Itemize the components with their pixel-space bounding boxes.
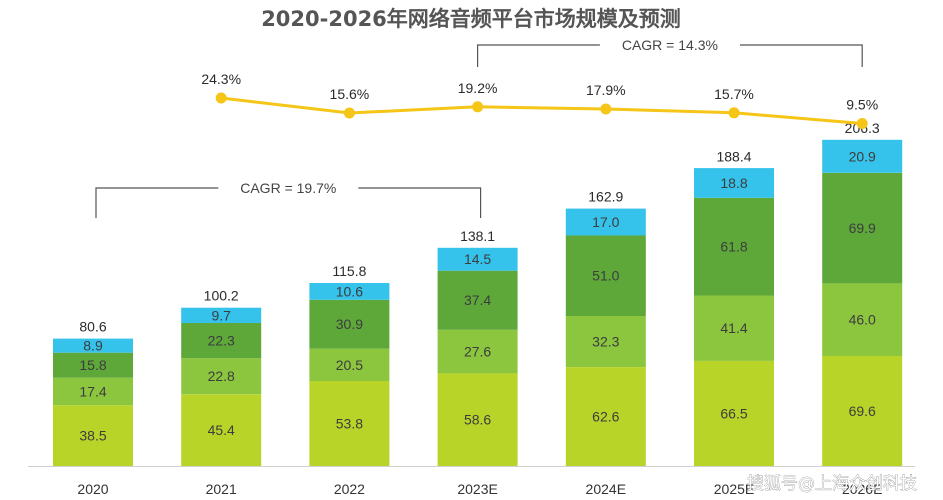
growth-label-2021: 24.3% [201,71,241,87]
value-label-2023E-segment-1: 58.6 [464,412,491,428]
value-label-2024E-segment-3: 51.0 [592,268,619,284]
value-label-2026E-segment-2: 46.0 [849,312,876,328]
x-axis: 2020 2021 2022 2023E 2024E 2025E 2026E [28,466,915,497]
growth-point-2022 [343,107,355,119]
value-label-2020-segment-4: 8.9 [83,338,103,354]
value-label-2020-segment-1: 38.5 [79,428,106,444]
bar-2024E-segment-4 [565,208,646,236]
bar-2020-segment-3 [53,352,133,378]
growth-point-2021 [215,92,227,104]
value-label-2021-segment-2: 22.8 [208,368,235,384]
bar-2021-segment-4 [181,307,262,323]
x-tick-label-2023E: 2023E [457,481,497,497]
bar-2023E-segment-2 [437,329,518,374]
growth-label-2022: 15.6% [330,86,370,102]
value-label-2023E-segment-3: 37.4 [464,292,491,308]
value-label-2025E-segment-4: 18.8 [720,175,747,191]
value-label-2024E-segment-4: 17.0 [592,214,619,230]
bar-2022-segment-1 [309,381,390,466]
x-tick-label-2026E: 2026E [842,481,882,497]
value-label-2024E-segment-2: 32.3 [592,334,619,350]
value-label-2026E-segment-3: 69.9 [849,220,876,236]
value-label-2026E-segment-4: 20.9 [849,148,876,164]
x-tick-label-2020: 2020 [77,481,108,497]
bar-2020-segment-2 [53,377,133,406]
value-label-2023E-segment-2: 27.6 [464,344,491,360]
bar-2023E-segment-4 [437,247,518,271]
bar-2024E-segment-1 [565,367,646,466]
value-label-2025E-segment-3: 61.8 [720,239,747,255]
value-label-2021-segment-1: 45.4 [208,422,235,438]
bar-2025E-segment-1 [694,360,774,466]
bar-2023E-segment-1 [437,373,518,466]
total-label-2022: 115.8 [332,263,366,279]
cagr-annotations-layer: CAGR = 19.7% CAGR = 14.3% [95,37,863,218]
value-label-2022-segment-3: 30.9 [336,316,363,332]
value-label-2025E-segment-1: 66.5 [720,406,747,422]
growth-label-2023E: 19.2% [458,80,498,96]
x-tick-label-2024E: 2024E [586,481,626,497]
cagr-bracket-1 [95,187,482,218]
growth-point-2026E [856,118,868,129]
bar-2021-segment-3 [181,323,262,359]
value-label-2020-segment-3: 15.8 [79,357,106,373]
bar-2025E-segment-2 [694,295,774,361]
bar-2026E-segment-1 [822,356,903,466]
x-tick-label-2021: 2021 [206,481,237,497]
growth-line-layer: 24.3% 15.6% 19.2% 17.9% 15.7% 9.5% [201,71,878,129]
bar-2022-segment-2 [309,348,390,381]
total-label-2020: 80.6 [79,319,106,335]
bar-2024E-segment-2 [565,316,646,367]
growth-label-2026E: 9.5% [846,97,878,113]
growth-label-2024E: 17.9% [586,82,626,98]
bar-2024E-segment-3 [565,235,646,316]
total-label-2024E: 162.9 [588,189,623,205]
chart-title: 2020-2026年网络音频平台市场规模及预测 [261,7,681,31]
total-label-2025E: 188.4 [716,148,751,164]
bar-2020-segment-1 [53,405,133,466]
bar-2026E-segment-2 [822,283,903,356]
growth-label-2025E: 15.7% [714,86,754,102]
bar-2023E-segment-3 [437,270,518,330]
x-tick-label-2022: 2022 [334,481,365,497]
growth-point-2025E [728,107,740,119]
bar-2026E-segment-4 [822,139,903,173]
total-label-2021: 100.2 [204,288,239,304]
value-label-2021-segment-4: 9.7 [211,307,231,323]
x-tick-label-2025E: 2025E [714,481,754,497]
growth-point-2024E [600,103,612,115]
bar-2022-segment-3 [309,299,390,349]
value-label-2022-segment-1: 53.8 [336,416,363,432]
cagr-bracket-2 [477,44,863,67]
bar-2025E-segment-4 [694,168,774,198]
value-label-2023E-segment-4: 14.5 [464,251,491,267]
cagr-label-1: CAGR = 19.7% [240,180,336,196]
watermark: 搜狐号@上海众创科技 [747,474,917,494]
total-label-2023E: 138.1 [460,228,495,244]
value-label-2020-segment-2: 17.4 [79,383,106,399]
value-label-2022-segment-2: 20.5 [336,357,363,373]
growth-rate-line [221,96,863,125]
growth-point-2023E [472,101,484,113]
value-label-2024E-segment-1: 62.6 [592,409,619,425]
value-label-2021-segment-3: 22.3 [208,333,235,349]
bar-2020-segment-4 [53,338,133,353]
bar-2026E-segment-3 [822,172,903,284]
bar-2021-segment-2 [181,358,262,395]
value-label-2026E-segment-1: 69.6 [849,403,876,419]
bar-2025E-segment-3 [694,197,774,296]
cagr-label-2: CAGR = 14.3% [622,37,718,53]
bar-2021-segment-1 [181,394,262,466]
value-label-2022-segment-4: 10.6 [336,283,363,299]
bars-layer: 38.5 17.4 15.8 8.9 80.6 45.4 22.8 22.3 9.7 100.2 5… [53,120,903,466]
value-label-2025E-segment-2: 41.4 [720,320,747,336]
bar-2022-segment-4 [309,283,390,300]
